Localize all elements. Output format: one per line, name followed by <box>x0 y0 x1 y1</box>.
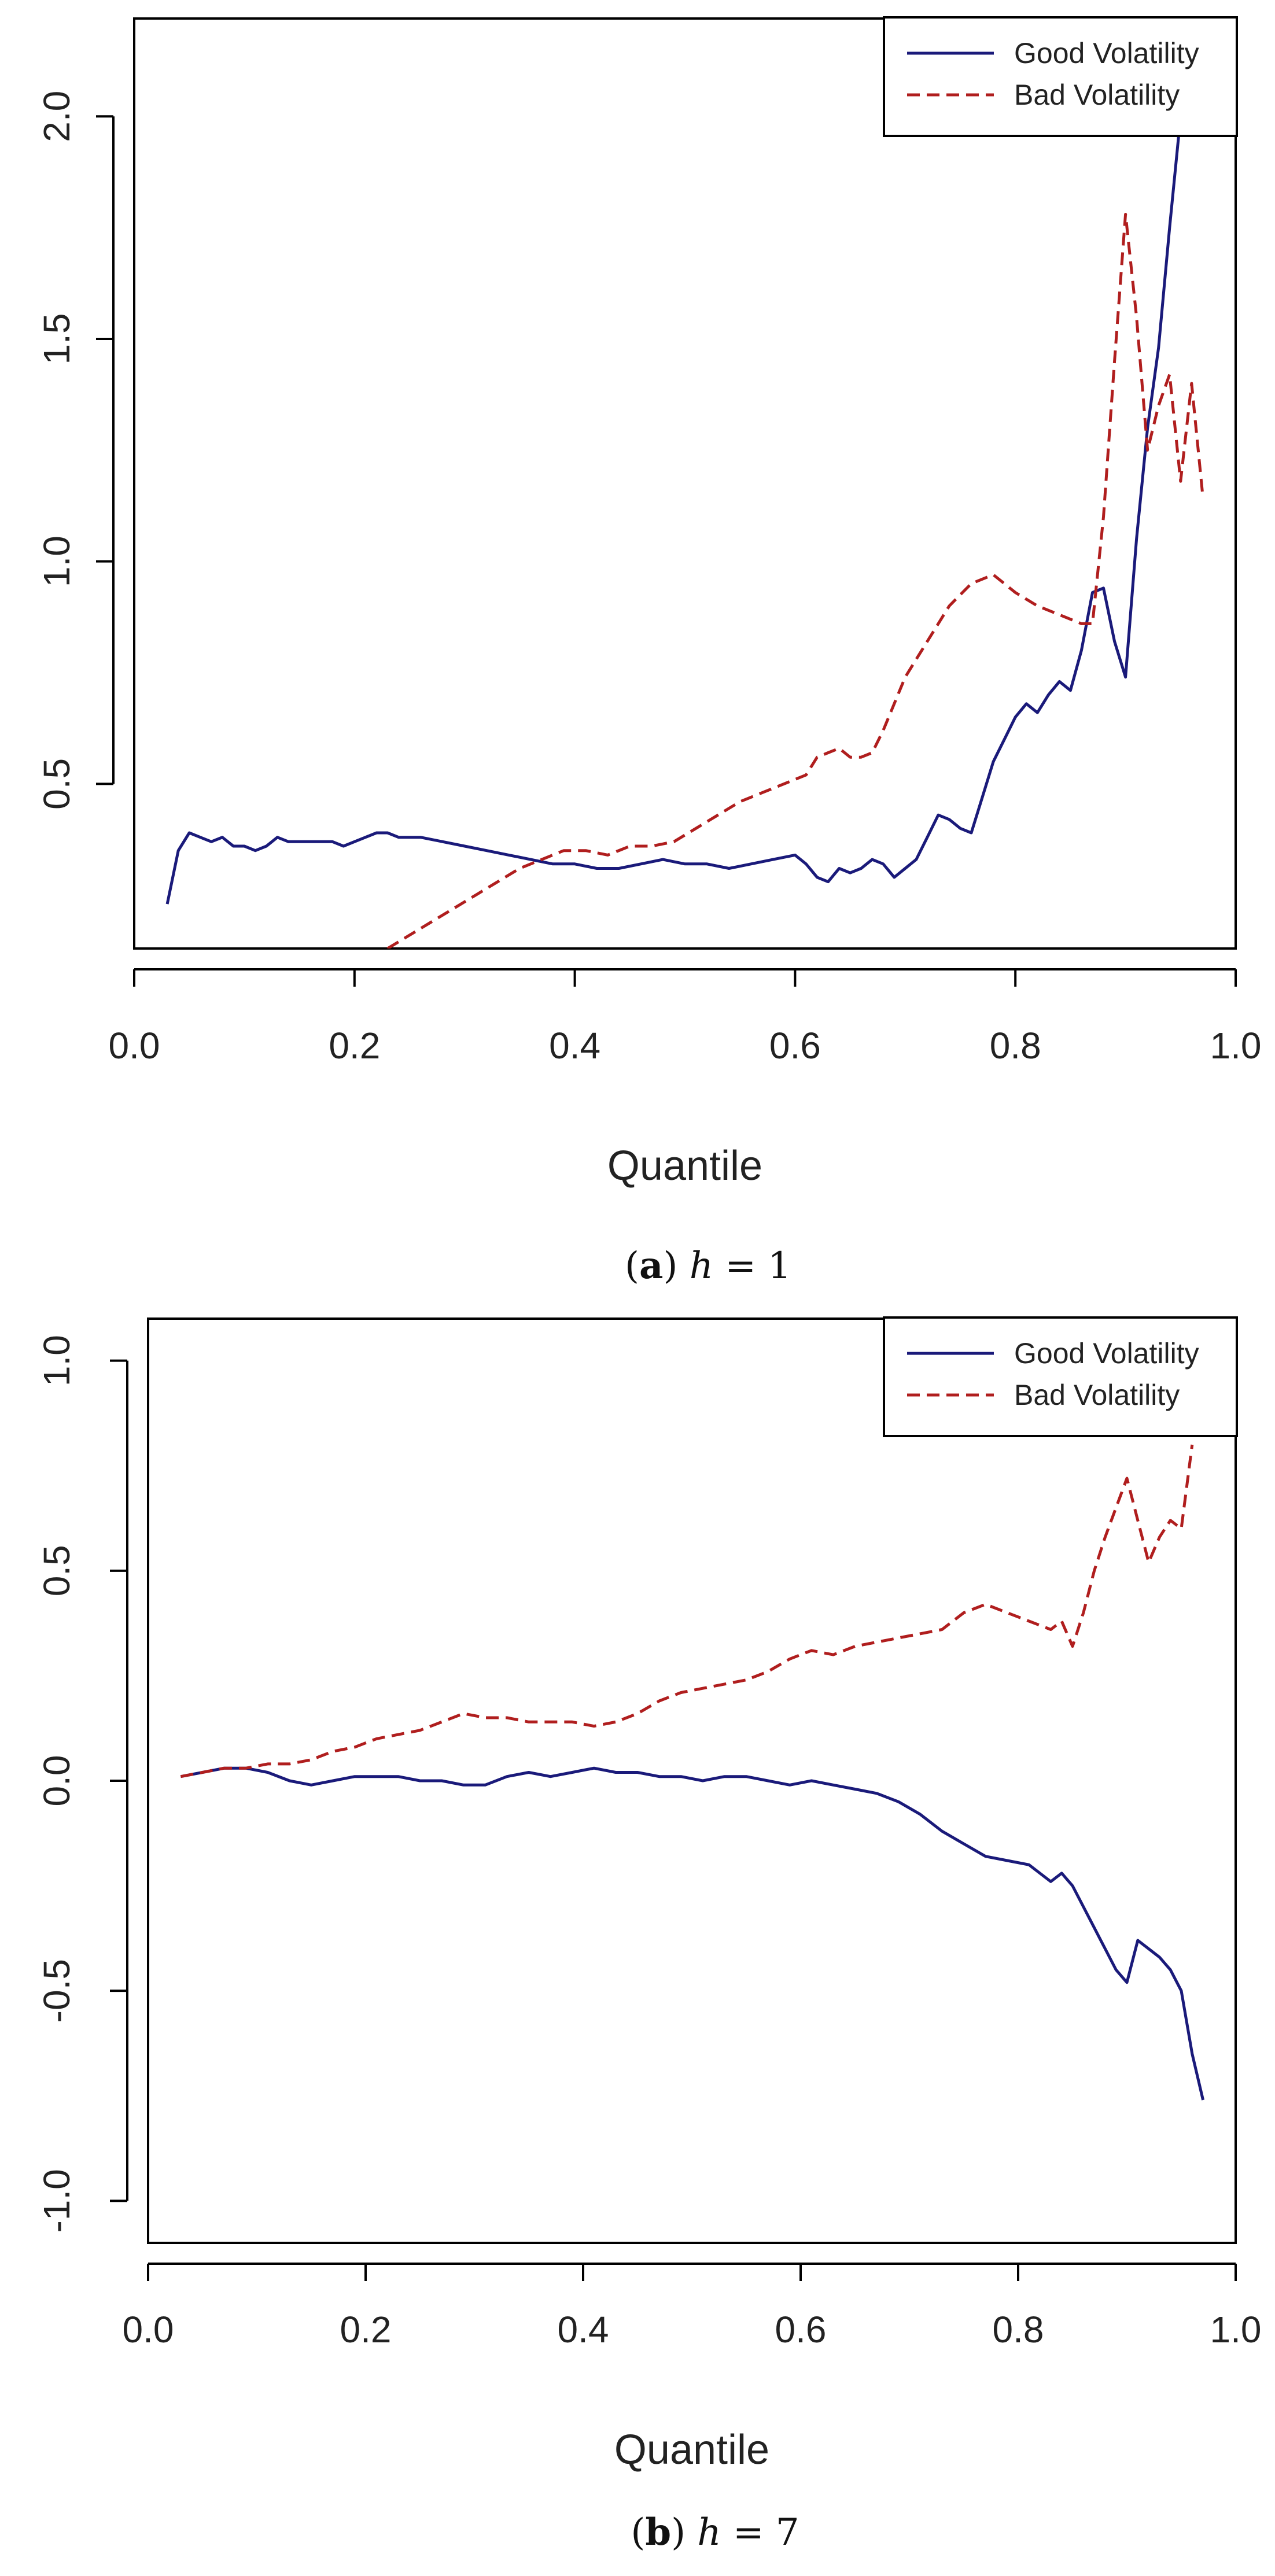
caption-part: a <box>639 1244 663 1287</box>
figure-caption: (b) h = 7 <box>631 2511 799 2554</box>
x-tick-label: 0.0 <box>109 1025 160 1066</box>
caption-part: ) <box>671 2511 697 2554</box>
legend-box <box>883 1316 1238 1437</box>
legend-label: Bad Volatility <box>1014 79 1180 111</box>
legend-box <box>883 16 1238 137</box>
y-tick-label: -1.0 <box>36 2169 78 2232</box>
x-tick-label: 1.0 <box>1210 1025 1262 1066</box>
caption-part: b <box>645 2511 671 2554</box>
y-tick-label: 0.0 <box>36 1755 78 1807</box>
legend-label: Bad Volatility <box>1014 1379 1180 1411</box>
x-tick-label: 1.0 <box>1210 2309 1262 2350</box>
x-tick-label: 0.6 <box>769 1025 821 1066</box>
y-tick-label: 1.0 <box>36 1335 78 1386</box>
y-tick-label: 1.5 <box>36 313 78 364</box>
series-line-good-volatility <box>165 116 1182 905</box>
x-tick-label: 0.4 <box>558 2309 609 2350</box>
plot-frame <box>147 1317 1237 2244</box>
x-tick-label: 0.0 <box>123 2309 174 2350</box>
x-axis-title: Quantile <box>614 2427 769 2473</box>
x-tick-label: 0.4 <box>549 1025 600 1066</box>
x-axis-title: Quantile <box>607 1143 762 1189</box>
caption-part: = 7 <box>721 2511 799 2554</box>
caption-part: h <box>690 1245 713 1287</box>
y-tick-label: -0.5 <box>36 1959 78 2023</box>
series-line-bad-volatility <box>180 1444 1194 1778</box>
series-line-good-volatility <box>180 1766 1205 2101</box>
y-tick-label: 1.0 <box>36 536 78 587</box>
y-tick-label: 2.0 <box>36 91 78 142</box>
x-tick-label: 0.6 <box>775 2309 827 2350</box>
chart-panel-a: 0.0 0.2 0.4 0.6 0.8 1.0 0.5 1.0 1.5 2.0 Quantile Go… <box>36 16 1262 1287</box>
caption-part: h <box>697 2511 721 2554</box>
figure-caption: (a) h = 1 <box>625 1244 791 1287</box>
caption-part: = 1 <box>713 1245 791 1287</box>
y-tick-label: 0.5 <box>36 1545 78 1596</box>
x-tick-label: 0.2 <box>340 2309 392 2350</box>
caption-part: ) <box>663 1245 689 1287</box>
x-tick-label: 0.8 <box>993 2309 1044 2350</box>
series-line-bad-volatility <box>386 213 1204 949</box>
legend-label: Good Volatility <box>1014 37 1199 69</box>
x-tick-label: 0.8 <box>990 1025 1041 1066</box>
chart-panel-b: 0.0 0.2 0.4 0.6 0.8 1.0 -1.0 -0.5 0.0 0.5 1.0 Quant… <box>36 1316 1262 2554</box>
y-tick-label: 0.5 <box>36 758 78 810</box>
legend: Good Volatility Bad Volatility <box>883 16 1238 137</box>
legend-label: Good Volatility <box>1014 1337 1199 1370</box>
x-tick-label: 0.2 <box>329 1025 380 1066</box>
legend: Good Volatility Bad Volatility <box>883 1316 1238 1437</box>
plot-frame <box>133 17 1237 950</box>
caption-part: ( <box>631 2511 645 2554</box>
caption-part: ( <box>625 1245 639 1287</box>
